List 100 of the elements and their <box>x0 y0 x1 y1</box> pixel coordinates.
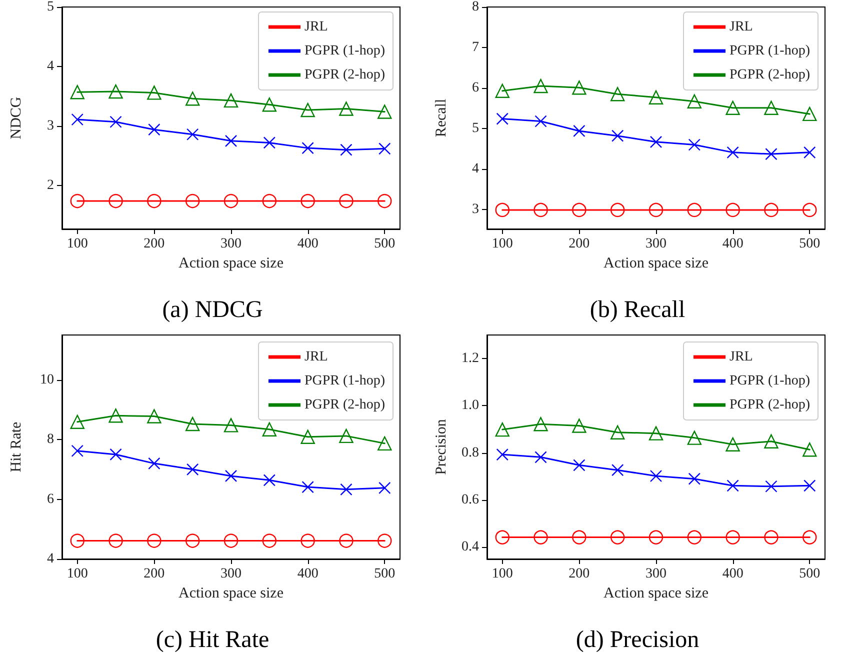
x-tick-label: 100 <box>492 566 513 581</box>
y-tick-label: 1.0 <box>462 398 479 413</box>
x-tick-label: 200 <box>144 236 165 252</box>
point <box>495 422 510 436</box>
point <box>224 134 238 148</box>
text: (c) Hit Rate <box>156 626 270 652</box>
point <box>262 194 277 208</box>
y-tick-label: 4 <box>472 162 479 177</box>
x-axis-title: Action space size <box>604 584 709 601</box>
point <box>108 533 123 548</box>
point <box>147 86 162 100</box>
point <box>688 138 701 151</box>
point <box>648 90 664 104</box>
x-tick-label: 100 <box>66 566 88 581</box>
point <box>495 84 510 98</box>
point <box>534 78 548 94</box>
point <box>185 416 200 431</box>
point <box>765 480 778 492</box>
y-tick-label: 7 <box>472 40 479 56</box>
point <box>339 102 354 116</box>
point <box>726 436 740 452</box>
point <box>108 194 123 208</box>
x-tick-label: 200 <box>144 566 165 581</box>
point <box>147 533 162 548</box>
point <box>534 115 547 128</box>
point <box>186 128 199 140</box>
point <box>650 469 662 482</box>
x-tick-label: 300 <box>646 236 666 252</box>
point <box>300 533 315 548</box>
x-tick-label: 300 <box>220 566 242 581</box>
point <box>648 530 664 544</box>
point <box>572 530 586 544</box>
point <box>71 444 84 456</box>
point <box>70 414 84 429</box>
point <box>802 106 817 122</box>
point <box>262 422 277 436</box>
point <box>70 194 84 208</box>
point <box>339 194 354 208</box>
x-tick-label: 500 <box>799 566 820 581</box>
x-tick-label: 400 <box>297 236 318 252</box>
legend-label: PGPR (1-hop) <box>729 373 810 388</box>
point <box>687 94 702 108</box>
legend-label: JRL <box>304 20 328 34</box>
point <box>573 458 586 471</box>
legend-label: PGPR (2-hop) <box>304 68 386 82</box>
point <box>611 130 624 142</box>
x-axis-title: Action space size <box>178 255 284 272</box>
point <box>650 136 662 148</box>
point <box>300 194 315 208</box>
point <box>610 202 625 218</box>
x-tick-label: 400 <box>297 566 318 581</box>
point <box>300 102 315 118</box>
point <box>764 100 778 115</box>
y-tick-label: 4 <box>47 551 54 566</box>
y-axis-title: NDCG <box>8 96 24 140</box>
point <box>263 136 276 149</box>
point <box>534 450 547 463</box>
point <box>186 462 199 475</box>
text: (b) Recall <box>590 297 686 323</box>
y-axis-title: Hit Rate <box>8 420 24 472</box>
point <box>186 194 200 208</box>
point <box>262 533 277 548</box>
point <box>534 530 548 544</box>
point <box>378 194 392 208</box>
legend-label: PGPR (1-hop) <box>304 44 386 58</box>
point <box>378 436 392 450</box>
y-tick-label: 10 <box>40 372 54 387</box>
point <box>495 202 510 218</box>
x-tick-label: 400 <box>722 236 744 252</box>
x-tick-label: 200 <box>568 566 590 581</box>
point <box>610 530 625 544</box>
point <box>496 112 508 125</box>
y-tick-label: 0.6 <box>462 492 479 508</box>
point <box>224 93 238 108</box>
x-tick-label: 100 <box>66 236 88 252</box>
point <box>70 85 84 100</box>
point <box>496 448 508 460</box>
text: (a) NDCG <box>162 297 263 323</box>
y-tick-label: 3 <box>472 202 479 218</box>
legend-label: PGPR (1-hop) <box>729 44 810 58</box>
x-tick-label: 300 <box>646 566 666 581</box>
y-tick-label: 6 <box>47 491 54 506</box>
point <box>764 434 778 448</box>
legend-label: PGPR (1-hop) <box>304 373 386 388</box>
point <box>534 416 548 431</box>
point <box>804 479 816 492</box>
legend-label: JRL <box>304 349 328 364</box>
y-tick-label: 5 <box>47 0 54 14</box>
point <box>611 464 624 476</box>
point <box>688 472 701 484</box>
point <box>147 194 162 208</box>
y-tick-label: 8 <box>47 432 54 447</box>
point <box>147 408 162 423</box>
x-tick-label: 500 <box>799 236 820 252</box>
point <box>108 408 123 422</box>
y-tick-label: 2 <box>47 178 54 194</box>
x-tick-label: 500 <box>374 236 396 252</box>
point <box>687 530 702 544</box>
point <box>495 530 510 544</box>
y-tick-label: 0.4 <box>462 539 479 554</box>
